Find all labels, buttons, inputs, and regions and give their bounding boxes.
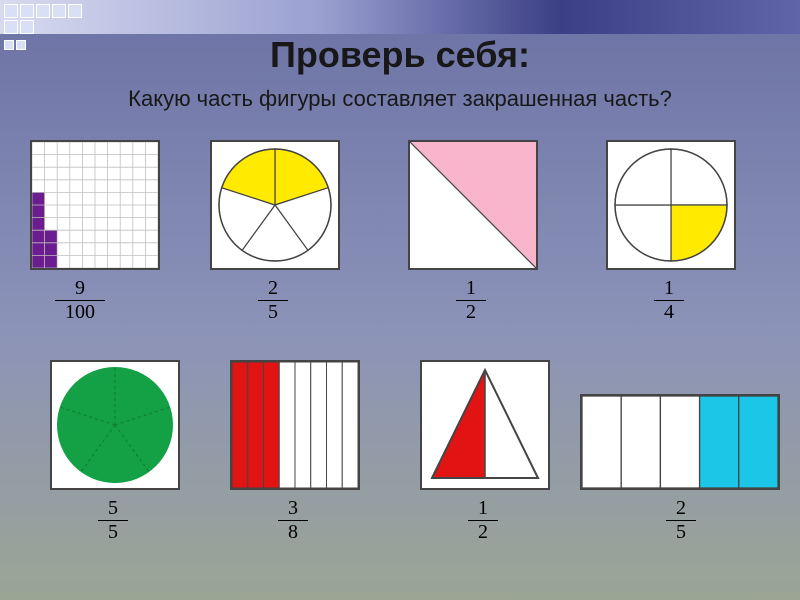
fraction-9-100: 9 100 [55, 278, 105, 322]
page-title: Проверь себя: [0, 34, 800, 76]
figure-square-1-2 [408, 140, 538, 270]
fraction-1-4: 1 4 [654, 278, 684, 322]
figure-pie-2-5 [210, 140, 340, 270]
fraction-1-2b: 1 2 [468, 498, 498, 542]
fraction-1-2a: 1 2 [456, 278, 486, 322]
fraction-2-5: 2 5 [258, 278, 288, 322]
figure-grid-9-100 [30, 140, 160, 270]
subtitle: Какую часть фигуры составляет закрашенна… [0, 86, 800, 112]
figure-bars-2-5 [580, 394, 780, 490]
fraction-3-8: 3 8 [278, 498, 308, 542]
fraction-2-5: 2 5 [666, 498, 696, 542]
figure-pie-1-4 [606, 140, 736, 270]
fraction-5-5: 5 5 [98, 498, 128, 542]
decor-bar [0, 0, 800, 34]
figure-triangle-1-2 [420, 360, 550, 490]
figure-pie-5-5 [50, 360, 180, 490]
figure-bars-3-8 [230, 360, 360, 490]
